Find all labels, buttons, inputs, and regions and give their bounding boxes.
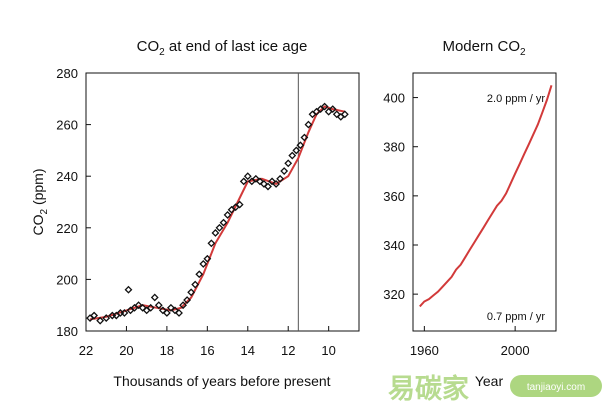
left-x-tick-label: 16: [200, 343, 214, 358]
right-y-tick-label: 400: [383, 91, 405, 106]
left-axis-ticks: [85, 72, 330, 332]
left-data-point: [320, 102, 329, 111]
left-data-point: [191, 280, 200, 289]
left-x-tick-label: 20: [119, 343, 133, 358]
left-data-point: [187, 288, 196, 297]
left-data-point: [211, 229, 220, 237]
right-y-tick-label: 320: [383, 287, 405, 302]
left-data-point: [264, 182, 272, 191]
left-plot-frame: [85, 72, 360, 332]
watermark-cn-text: 易碳家: [388, 373, 469, 405]
left-data-point: [90, 311, 99, 320]
left-data-point: [268, 177, 276, 186]
left-data-point: [251, 174, 260, 183]
left-y-tick-label: 240: [56, 169, 78, 184]
left-data-point: [175, 309, 183, 317]
left-data-point: [134, 301, 143, 310]
left-data-point: [96, 316, 105, 325]
right-y-tick-label: 360: [383, 189, 405, 204]
left-data-point: [219, 218, 228, 227]
left-data-point: [183, 296, 192, 304]
right-x-tick-label: 2000: [501, 343, 530, 358]
right-panel: Modern CO2 1960 2000 320 340 360 380 400 2.0 p…: [383, 38, 557, 389]
left-data-point: [120, 309, 129, 317]
left-x-tick-label: 18: [160, 343, 174, 358]
left-data-point: [171, 306, 179, 315]
left-data-point: [255, 177, 264, 186]
annotation-early-rate: 0.7 ppm / yr: [487, 311, 545, 323]
left-data-point: [179, 301, 187, 310]
left-data-point: [167, 303, 175, 312]
left-x-tick-label: 22: [79, 343, 93, 358]
left-data-point: [288, 151, 297, 160]
left-data-point: [328, 105, 337, 114]
left-data-point: [215, 223, 224, 232]
left-tick-labels: 22 20 18 16 14 12 10 180 200 220 240 260 280: [56, 66, 336, 358]
right-title: Modern CO2: [442, 38, 526, 58]
left-data-point: [260, 180, 268, 188]
left-data-point: [243, 172, 252, 181]
watermark-en-text: tanjiaoyi.com: [527, 382, 585, 393]
right-y-tick-label: 380: [383, 140, 405, 155]
left-x-tick-label: 14: [241, 343, 255, 358]
left-data-point: [124, 285, 133, 294]
left-x-tick-label: 12: [281, 343, 295, 358]
right-x-tick-label: 1960: [410, 343, 439, 358]
left-data-point: [332, 110, 341, 119]
left-data-point: [300, 133, 309, 142]
left-data-point: [223, 210, 232, 219]
right-axis-ticks: [413, 97, 516, 331]
right-plot-frame: [412, 72, 557, 332]
left-data-point: [154, 301, 163, 310]
left-data-point: [280, 167, 289, 175]
left-data-point: [207, 239, 216, 248]
left-x-tick-label: 10: [321, 343, 335, 358]
left-data-point: [138, 303, 147, 312]
watermark: 易碳家 tanjiaoyi.com: [388, 373, 602, 405]
left-data-point: [304, 120, 313, 129]
right-x-axis-label: Year: [475, 373, 504, 389]
right-y-tick-label: 340: [383, 238, 405, 253]
left-data-point: [239, 177, 248, 186]
annotation-recent-rate: 2.0 ppm / yr: [487, 93, 545, 105]
left-x-axis-label: Thousands of years before present: [113, 373, 330, 389]
right-tick-labels: 1960 2000 320 340 360 380 400: [383, 91, 529, 358]
left-y-tick-label: 260: [56, 118, 78, 133]
left-y-tick-label: 180: [56, 324, 78, 339]
left-data-point: [150, 293, 159, 302]
left-data-point: [340, 110, 349, 119]
left-data-point: [235, 200, 244, 209]
left-y-axis-label: CO2 (ppm): [30, 168, 50, 235]
left-y-tick-label: 200: [56, 272, 78, 287]
left-data-point: [162, 309, 171, 317]
left-panel: CO2 at end of last ice age 22 20 18 16 14 12 1…: [30, 38, 360, 389]
left-data-point: [296, 141, 305, 150]
left-data-point: [158, 306, 167, 315]
left-title: CO2 at end of last ice age: [137, 38, 308, 58]
watermark-pill: [510, 375, 602, 397]
left-y-tick-label: 280: [56, 66, 78, 81]
left-data-point: [102, 314, 111, 323]
left-data-points: [86, 102, 349, 325]
left-data-point: [284, 159, 293, 168]
left-data-point: [195, 270, 204, 279]
left-data-point: [276, 174, 285, 183]
right-co2-line: [419, 85, 553, 308]
left-data-point: [272, 180, 281, 188]
left-data-point: [146, 303, 155, 312]
left-data-point: [292, 146, 301, 155]
left-data-point: [203, 254, 212, 263]
left-y-tick-label: 220: [56, 221, 78, 236]
left-data-point: [199, 260, 208, 268]
